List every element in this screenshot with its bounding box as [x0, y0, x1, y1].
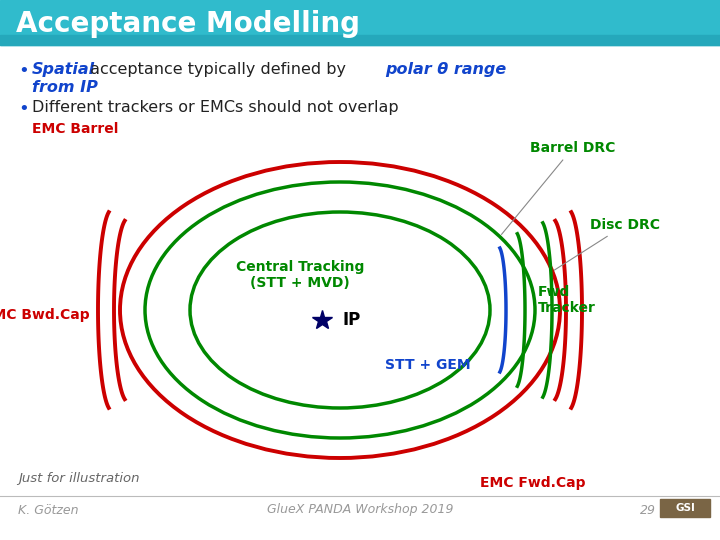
Text: EMC Bwd.Cap: EMC Bwd.Cap: [0, 308, 90, 322]
Text: Central Tracking
(STT + MVD): Central Tracking (STT + MVD): [236, 260, 364, 290]
Text: Fwd
Tracker: Fwd Tracker: [538, 285, 596, 315]
Text: acceptance typically defined by: acceptance typically defined by: [85, 62, 346, 77]
Text: Just for illustration: Just for illustration: [18, 472, 140, 485]
Text: 29: 29: [640, 503, 656, 516]
Text: Spatial: Spatial: [32, 62, 95, 77]
Bar: [0, 0, 720, 45]
Text: STT + GEM: STT + GEM: [385, 358, 471, 372]
Bar: [660, 499, 710, 517]
Text: GSI: GSI: [675, 503, 695, 513]
Text: from IP: from IP: [32, 80, 98, 95]
Text: Disc DRC: Disc DRC: [554, 218, 660, 270]
Text: EMC Barrel: EMC Barrel: [32, 122, 118, 136]
Text: EMC Fwd.Cap: EMC Fwd.Cap: [480, 476, 585, 490]
Text: GlueX PANDA Workshop 2019: GlueX PANDA Workshop 2019: [266, 503, 454, 516]
Text: Different trackers or EMCs should not overlap: Different trackers or EMCs should not ov…: [32, 100, 399, 115]
Text: K. Götzen: K. Götzen: [18, 503, 78, 516]
Text: •: •: [18, 100, 29, 118]
Text: IP: IP: [342, 311, 360, 329]
Text: Barrel DRC: Barrel DRC: [502, 141, 616, 234]
Text: polar θ range: polar θ range: [385, 62, 506, 77]
Text: •: •: [18, 62, 29, 80]
Bar: [0, 35, 720, 45]
Text: Acceptance Modelling: Acceptance Modelling: [16, 10, 360, 38]
